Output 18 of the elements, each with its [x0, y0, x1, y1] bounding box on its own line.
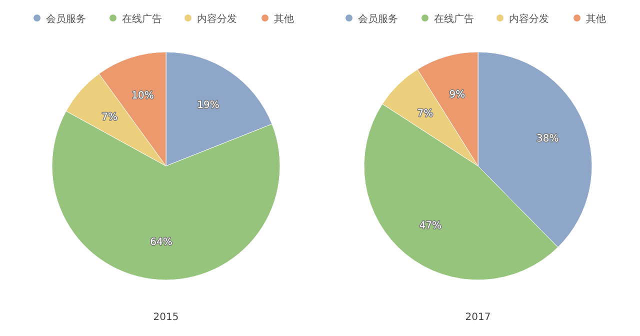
legend-label: 在线广告 — [122, 13, 162, 25]
text: 2017 — [465, 312, 491, 323]
data-label: 38% — [536, 133, 559, 144]
data-label: 7% — [417, 108, 434, 120]
data-label: 19% — [197, 100, 220, 111]
text: 2015 — [153, 312, 179, 323]
legend-label: 内容分发 — [509, 13, 549, 25]
data-label: 47% — [419, 220, 442, 232]
legend-label: 会员服务 — [358, 13, 398, 25]
legend-label: 其他 — [586, 13, 606, 25]
data-label: 7% — [102, 112, 118, 124]
legend-label: 会员服务 — [46, 13, 86, 25]
legend-label: 在线广告 — [434, 13, 474, 25]
data-label: 9% — [449, 90, 466, 101]
data-label: 64% — [150, 237, 172, 248]
legend-label: 其他 — [274, 13, 294, 25]
data-label: 10% — [132, 90, 154, 102]
legend-label: 内容分发 — [197, 13, 237, 25]
